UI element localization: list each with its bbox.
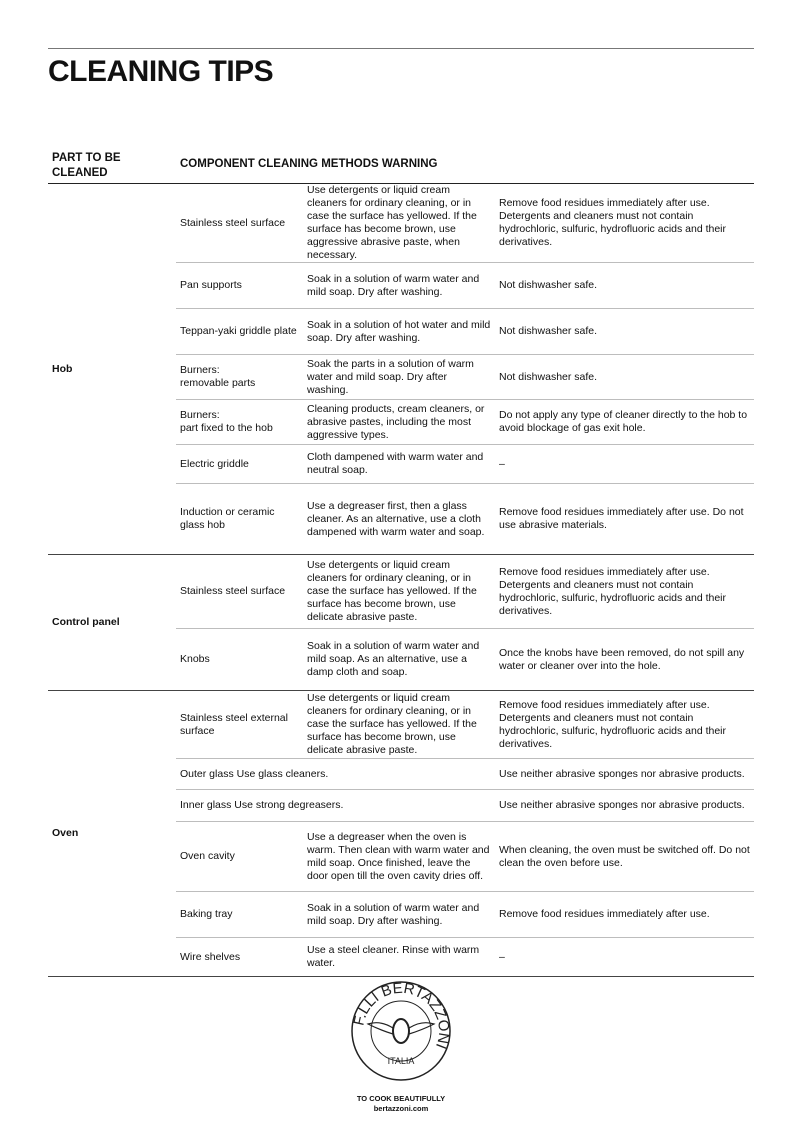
method-cell: Cloth dampened with warm water and neutr… (303, 444, 495, 484)
warning-cell: Remove food residues immediately after u… (495, 183, 754, 263)
table-row: Inner glass Use strong degreasers. Use ne… (48, 789, 754, 822)
header-columns: COMPONENT CLEANING METHODS WARNING (180, 158, 438, 170)
table-row: Outer glass Use glass cleaners. Use neith… (48, 758, 754, 790)
component-cell: Stainless steel external surface (176, 690, 303, 759)
component-cell: Stainless steel surface (176, 183, 303, 263)
svg-text:ITALIA: ITALIA (388, 1056, 415, 1066)
component-cell: Wire shelves (176, 937, 303, 977)
component-cell: Teppan-yaki griddle plate (176, 308, 303, 355)
method-cell: Use a degreaser first, then a glass clea… (303, 483, 495, 555)
component-cell: Burners: removable parts (176, 354, 303, 400)
method-cell: Soak in a solution of warm water and mil… (303, 891, 495, 938)
method-cell: Use detergents or liquid cream cleaners … (303, 183, 495, 263)
top-rule (48, 48, 754, 49)
table-row: Teppan-yaki griddle plate Soak in a solut… (48, 308, 754, 355)
table-row: Pan supports Soak in a solution of warm w… (48, 262, 754, 309)
method-cell: Soak the parts in a solution of warm wat… (303, 354, 495, 400)
component-cell: Stainless steel surface (176, 554, 303, 629)
method-cell: Use detergents or liquid cream cleaners … (303, 690, 495, 759)
table-row: Baking tray Soak in a solution of warm wa… (48, 891, 754, 938)
component-cell: Outer glass Use glass cleaners. (176, 758, 495, 790)
warning-cell: Use neither abrasive sponges nor abrasiv… (495, 758, 754, 790)
method-cell: Use a degreaser when the oven is warm. T… (303, 821, 495, 892)
component-cell: Oven cavity (176, 821, 303, 892)
method-cell: Soak in a solution of warm water and mil… (303, 262, 495, 309)
component-cell: Knobs (176, 628, 303, 691)
part-cell: Hob (48, 183, 176, 555)
component-cell: Inner glass Use strong degreasers. (176, 789, 495, 822)
warning-cell: – (495, 444, 754, 484)
warning-cell: Do not apply any type of cleaner directl… (495, 399, 754, 445)
part-cell: Oven (48, 690, 176, 977)
cleaning-table: Hob Stainless steel surface Use detergents… (48, 183, 754, 977)
header-part: PART TO BE CLEANED (52, 152, 121, 179)
warning-cell: Not dishwasher safe. (495, 308, 754, 355)
tagline: TO COOK BEAUTIFULLY (356, 1094, 446, 1103)
svg-text:F.LLI BERTAZZONI: F.LLI BERTAZZONI (350, 980, 452, 1051)
method-cell: Use a steel cleaner. Rinse with warm wat… (303, 937, 495, 977)
table-row: Control panel Stainless steel surface Use … (48, 554, 754, 691)
table-row: Induction or ceramic glass hob Use a degr… (48, 483, 754, 555)
warning-cell: – (495, 937, 754, 977)
warning-cell: Remove food residues immediately after u… (495, 690, 754, 759)
method-cell: Soak in a solution of hot water and mild… (303, 308, 495, 355)
page-title: CLEANING TIPS (48, 55, 274, 88)
table-row: Oven Stainless steel external surface Use … (48, 690, 754, 977)
table-row: Knobs Soak in a solution of warm water an… (48, 628, 754, 691)
method-cell: Use detergents or liquid cream cleaners … (303, 554, 495, 629)
warning-cell: Use neither abrasive sponges nor abrasiv… (495, 789, 754, 822)
component-cell: Burners: part fixed to the hob (176, 399, 303, 445)
warning-cell: Remove food residues immediately after u… (495, 891, 754, 938)
component-cell: Induction or ceramic glass hob (176, 483, 303, 555)
table-row: Oven cavity Use a degreaser when the oven… (48, 821, 754, 892)
warning-cell: Once the knobs have been removed, do not… (495, 628, 754, 691)
warning-cell: When cleaning, the oven must be switched… (495, 821, 754, 892)
table-row: Burners: removable parts Soak the parts i… (48, 354, 754, 400)
warning-cell: Remove food residues immediately after u… (495, 483, 754, 555)
warning-cell: Not dishwasher safe. (495, 354, 754, 400)
component-cell: Electric griddle (176, 444, 303, 484)
website[interactable]: bertazzoni.com (373, 1104, 429, 1113)
table-row: Wire shelves Use a steel cleaner. Rinse w… (48, 937, 754, 977)
part-cell: Control panel (48, 554, 176, 691)
method-cell: Soak in a solution of warm water and mil… (303, 628, 495, 691)
component-cell: Pan supports (176, 262, 303, 309)
table-row: Electric griddle Cloth dampened with warm… (48, 444, 754, 484)
component-cell: Baking tray (176, 891, 303, 938)
method-cell: Cleaning products, cream cleaners, or ab… (303, 399, 495, 445)
warning-cell: Not dishwasher safe. (495, 262, 754, 309)
table-row: Burners: part fixed to the hob Cleaning p… (48, 399, 754, 445)
warning-cell: Remove food residues immediately after u… (495, 554, 754, 629)
bertazzoni-logo: F.LLI BERTAZZONI ITALIA (350, 980, 452, 1081)
table-row: Hob Stainless steel surface Use detergents… (48, 183, 754, 555)
